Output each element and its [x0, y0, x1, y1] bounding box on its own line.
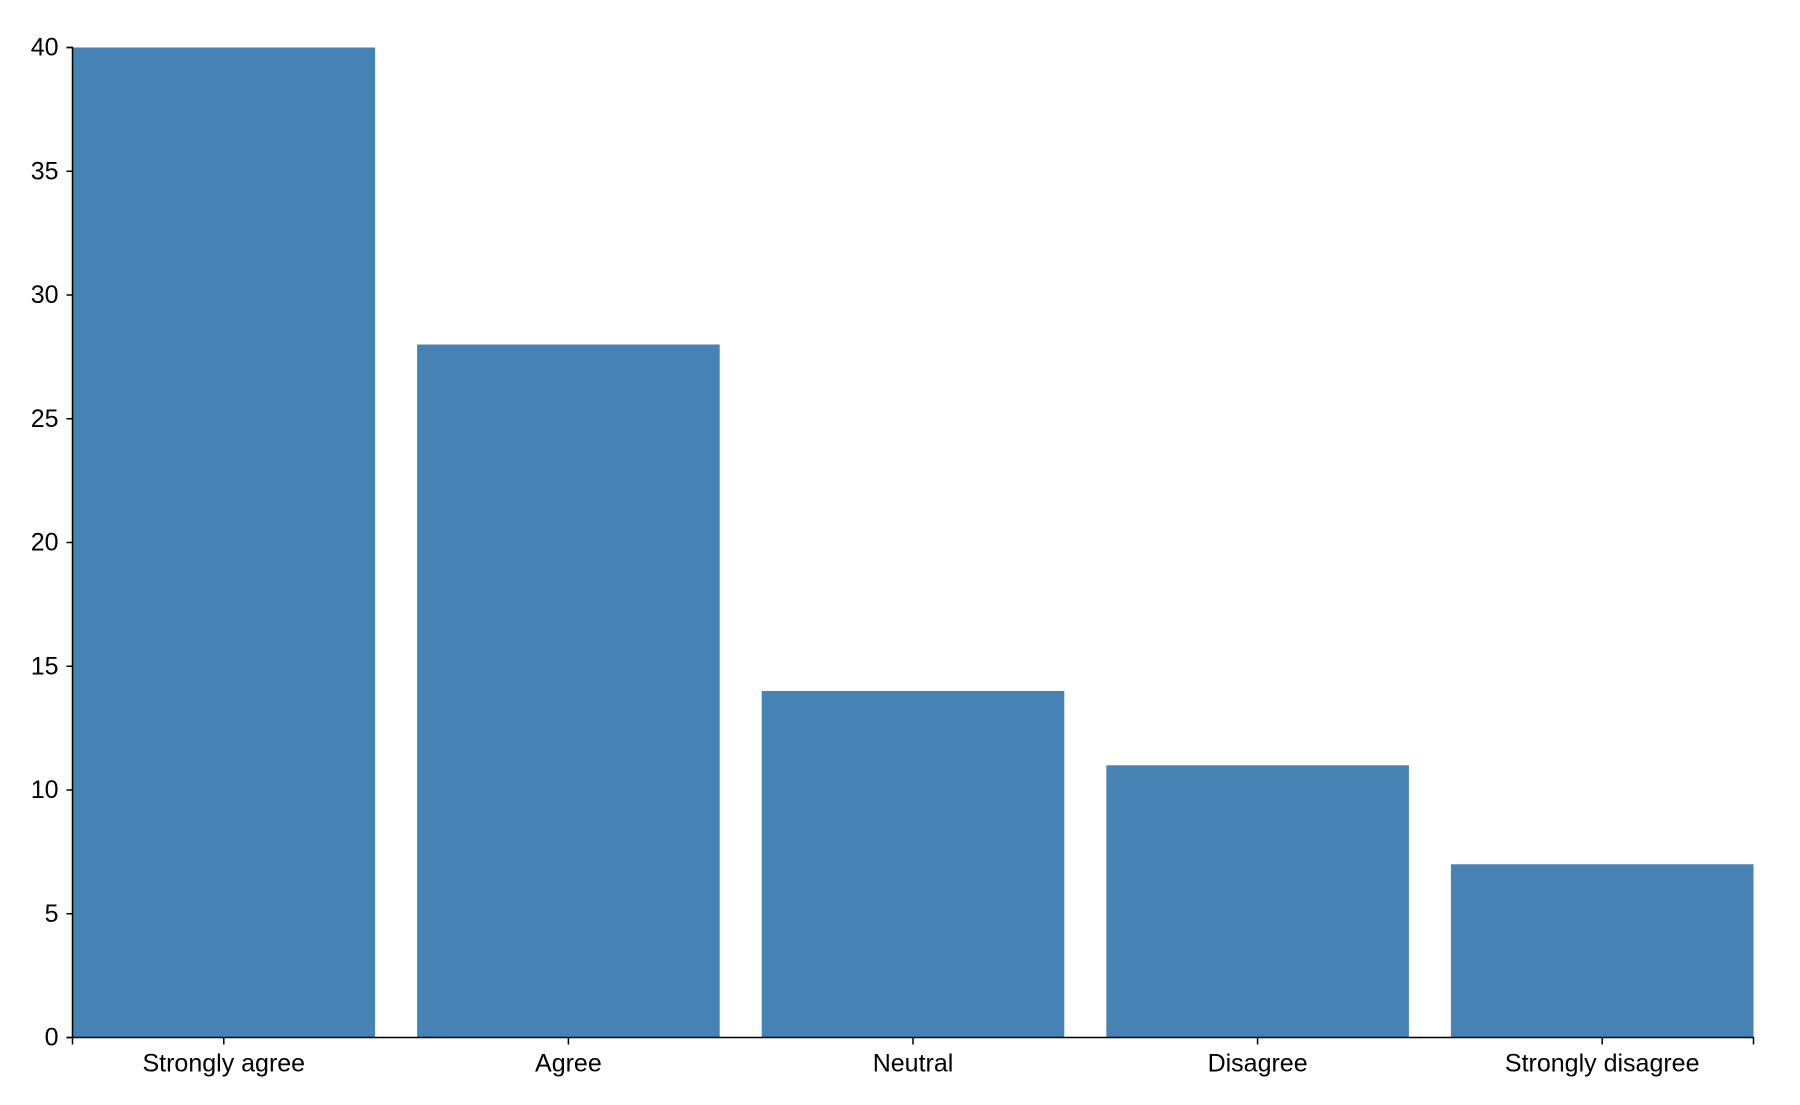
y-tick-label: 40 — [31, 34, 59, 62]
x-axis: Strongly agree Agree Neutral Disagree Strong… — [71, 1036, 1755, 1078]
x-tick-label: Strongly disagree — [1505, 1050, 1700, 1078]
y-tick-label: 10 — [31, 776, 59, 804]
y-tick-label: 35 — [31, 157, 59, 185]
y-tick-label: 20 — [31, 529, 59, 557]
y-axis: 0 5 10 15 20 25 30 35 40 — [31, 34, 74, 1052]
bar-agree — [417, 344, 720, 1038]
bar-neutral — [761, 691, 1065, 1038]
y-tick-label: 25 — [31, 405, 59, 433]
x-tick-label: Disagree — [1208, 1050, 1308, 1078]
y-tick-label: 0 — [45, 1024, 59, 1052]
x-tick-label: Strongly agree — [142, 1050, 305, 1078]
bar-strongly-disagree — [1450, 864, 1754, 1038]
x-tick-label: Agree — [535, 1050, 602, 1078]
y-tick-label: 5 — [45, 900, 59, 928]
bar-disagree — [1106, 765, 1409, 1038]
bars — [72, 47, 1754, 1038]
y-tick-label: 30 — [31, 281, 59, 309]
bar-strongly-agree — [72, 47, 376, 1038]
x-tick-label: Neutral — [873, 1050, 954, 1078]
y-tick-label: 15 — [31, 652, 59, 680]
